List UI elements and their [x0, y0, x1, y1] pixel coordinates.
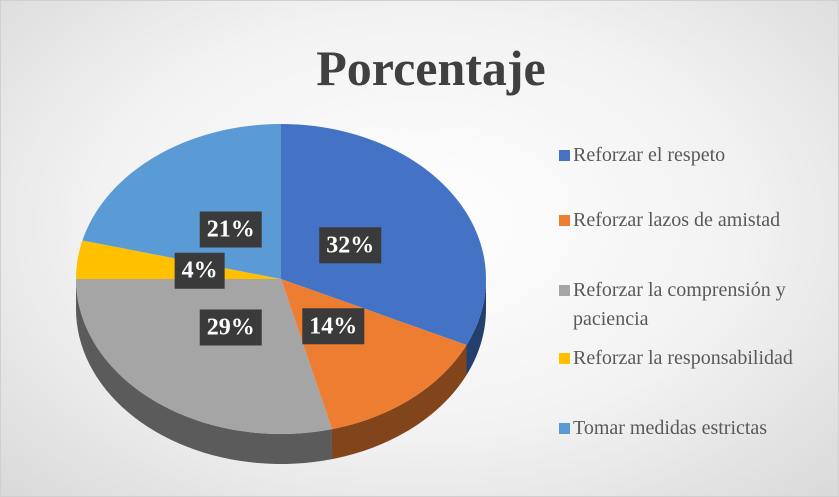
data-label-box: [174, 252, 225, 289]
pie-slice: [76, 279, 332, 434]
legend-label: Reforzar lazos de amistad: [573, 209, 781, 231]
legend-swatch: [559, 423, 570, 434]
chart-title: Porcentaje: [316, 40, 546, 96]
data-label-box: [319, 227, 382, 264]
legend-item: Reforzar el respeto: [559, 141, 821, 170]
data-label: 32%: [326, 232, 374, 258]
data-label-box: [302, 308, 365, 345]
legend-label: Tomar medidas estrictas: [573, 417, 768, 439]
data-label: 21%: [207, 217, 255, 243]
legend-label: Reforzar el respeto: [573, 144, 726, 166]
legend-swatch: [559, 353, 570, 364]
pie-slice: [281, 124, 486, 345]
pie-side: [466, 279, 486, 375]
legend-item: Reforzar lazos de amistad: [559, 206, 821, 235]
data-label-box: [199, 309, 262, 346]
pie-side: [76, 279, 332, 464]
pie-sides: [76, 279, 486, 464]
pie-side: [331, 344, 467, 460]
legend-swatch: [559, 285, 570, 296]
legend-label: Reforzar la responsabilidad: [573, 347, 793, 369]
data-label: 14%: [309, 313, 357, 339]
data-label-box: [199, 211, 262, 248]
legend-item: Reforzar la comprensión y paciencia: [559, 276, 821, 334]
legend-label: Reforzar la comprensión y paciencia: [573, 279, 786, 330]
data-label: 29%: [207, 314, 255, 340]
legend-item: Reforzar la responsabilidad: [559, 344, 821, 373]
legend-swatch: [559, 215, 570, 226]
data-label: 4%: [182, 258, 218, 284]
legend-item: Tomar medidas estrictas: [559, 414, 821, 443]
data-labels: 32% 14% 29% 4% 21%: [174, 211, 382, 346]
pie-tops: [76, 124, 486, 434]
legend-swatch: [559, 150, 570, 161]
